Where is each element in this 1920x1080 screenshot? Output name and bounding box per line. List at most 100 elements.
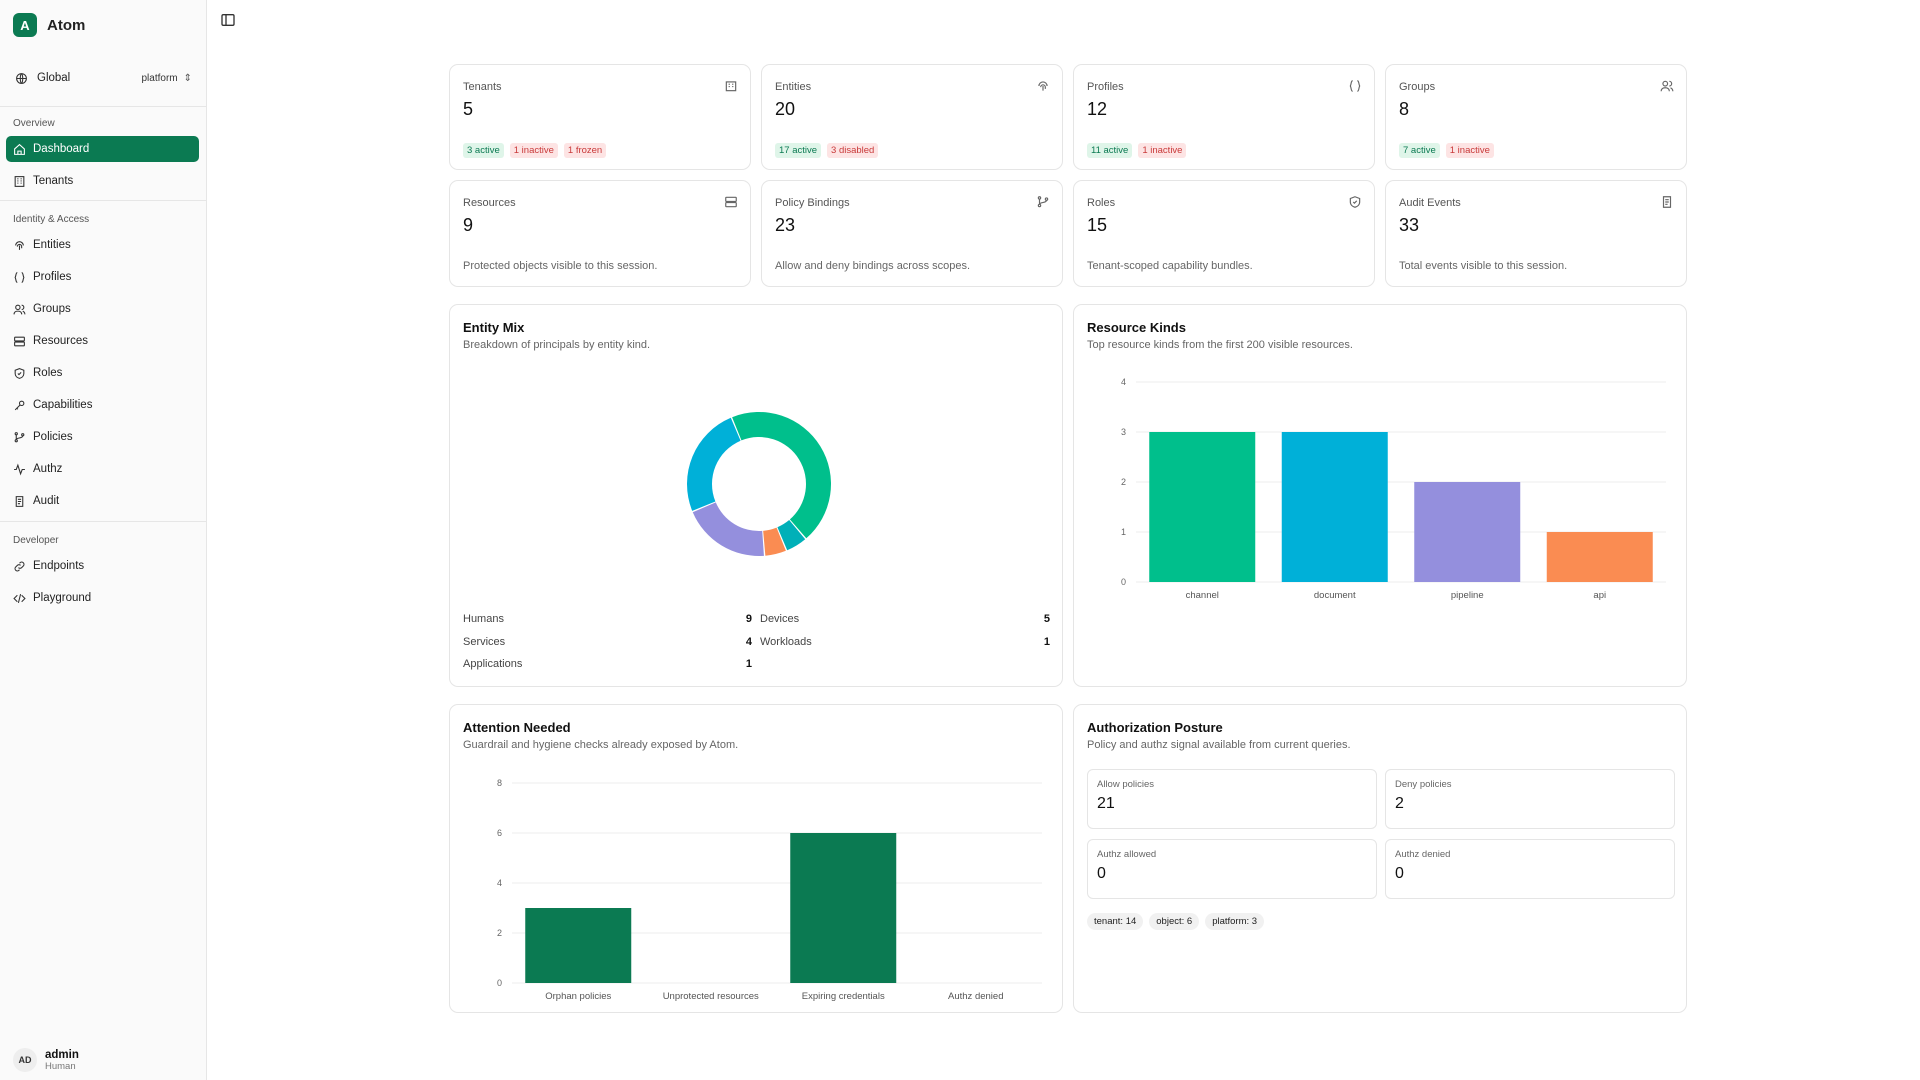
sidebar-item-endpoints[interactable]: Endpoints: [6, 553, 199, 579]
x-tick-label: document: [1314, 590, 1356, 601]
y-tick-label: 2: [497, 928, 502, 938]
app-logo: A: [13, 13, 37, 37]
status-badge: 7 active: [1399, 143, 1440, 158]
status-badge: 11 active: [1087, 143, 1133, 158]
attention-chart: 0 2 4 6 8 Orphan policies Unprotected resource…: [497, 778, 1042, 1002]
divider: [0, 200, 207, 201]
legend-label: Workloads: [760, 636, 812, 648]
stat-card-entities[interactable]: Entities 20 17 active 3 disabled: [761, 64, 1063, 170]
stat-description: Allow and deny bindings across scopes.: [775, 260, 971, 272]
sidebar-item-roles[interactable]: Roles: [6, 360, 199, 386]
stat-card-policy-bindings[interactable]: Policy Bindings 23 Allow and deny bindin…: [761, 180, 1063, 287]
sidebar-item-resources[interactable]: Resources: [6, 328, 199, 354]
sidebar: A Atom Global platform ⇕ Overview Dashbo…: [0, 0, 207, 1080]
sidebar-item-policies[interactable]: Policies: [6, 424, 199, 450]
legend-value: 1: [1043, 636, 1050, 648]
scope-switcher[interactable]: Global platform ⇕: [7, 64, 198, 92]
sidebar-item-label: Roles: [33, 367, 63, 379]
panel-title: Entity Mix: [463, 320, 525, 335]
chevrons-updown-icon: ⇕: [183, 72, 192, 84]
stat-value: 15: [1087, 215, 1108, 235]
resource-kinds-panel: Resource Kinds Top resource kinds from t…: [1073, 304, 1687, 687]
section-developer: Developer: [13, 535, 59, 546]
metric-value: 0: [1395, 865, 1404, 882]
fingerprint-icon: [15, 240, 24, 250]
pie-slice-devices: [687, 417, 741, 511]
users-icon: [13, 304, 26, 314]
resource-kinds-chart: 0 1 2 3 4 channel document pipeline api: [1121, 377, 1666, 601]
metric-value: 2: [1395, 795, 1404, 812]
divider: [0, 521, 207, 522]
app-name: Atom: [47, 16, 86, 34]
sidebar-item-label: Tenants: [33, 175, 74, 187]
panel-title: Attention Needed: [463, 720, 571, 735]
brand[interactable]: A Atom: [13, 13, 85, 37]
attention-panel: Attention Needed Guardrail and hygiene c…: [449, 704, 1063, 1013]
stat-label: Resources: [463, 197, 516, 209]
stat-card-groups[interactable]: Groups 8 7 active 1 inactive: [1385, 64, 1687, 170]
link-icon: [14, 561, 25, 571]
code-icon: [13, 593, 26, 603]
y-tick-label: 0: [497, 978, 502, 988]
stat-card-profiles[interactable]: Profiles 12 11 active 1 inactive: [1073, 64, 1375, 170]
sidebar-item-dashboard[interactable]: Dashboard: [6, 136, 199, 162]
x-tick-label: api: [1593, 590, 1606, 601]
globe-icon: [13, 72, 29, 85]
sidebar-item-profiles[interactable]: Profiles: [6, 264, 199, 290]
legend-value: 9: [745, 613, 752, 625]
y-tick-label: 3: [1121, 427, 1126, 437]
sidebar-item-label: Resources: [33, 335, 88, 347]
avatar: AD: [13, 1048, 37, 1072]
stat-card-audit-events[interactable]: Audit Events 33 Total events visible to …: [1385, 180, 1687, 287]
x-tick-label: Orphan policies: [545, 991, 611, 1002]
sidebar-toggle-icon[interactable]: [220, 12, 236, 28]
scroll-icon: [15, 495, 24, 507]
sidebar-item-tenants[interactable]: Tenants: [6, 168, 199, 194]
bar-document: [1281, 432, 1388, 582]
sidebar-item-entities[interactable]: Entities: [6, 232, 199, 258]
git-branch-icon: [14, 431, 25, 442]
panel-subtitle: Policy and authz signal available from c…: [1087, 739, 1351, 751]
building-icon: [14, 175, 25, 187]
scroll-icon: [1662, 196, 1672, 208]
stat-card-resources[interactable]: Resources 9 Protected objects visible to…: [449, 180, 751, 287]
x-tick-label: Expiring credentials: [802, 991, 885, 1002]
status-badge: 1 frozen: [563, 143, 607, 158]
fingerprint-icon: [1038, 81, 1048, 91]
y-tick-label: 1: [1121, 527, 1126, 537]
stat-value: 20: [775, 99, 796, 119]
shield-icon: [14, 367, 25, 379]
sidebar-item-label: Playground: [33, 592, 92, 604]
panel-subtitle: Guardrail and hygiene checks already exp…: [463, 739, 739, 751]
user-role: Human: [45, 1060, 76, 1072]
legend-label: Humans: [463, 613, 504, 625]
x-tick-label: Authz denied: [948, 991, 1003, 1002]
metric-allow-policies: Allow policies 21: [1087, 769, 1377, 829]
x-tick-label: channel: [1186, 590, 1219, 601]
bar-pipeline: [1414, 482, 1521, 582]
user-menu[interactable]: AD admin Human: [13, 1048, 79, 1072]
sidebar-item-audit[interactable]: Audit: [6, 488, 199, 514]
stat-card-roles[interactable]: Roles 15 Tenant-scoped capability bundle…: [1073, 180, 1375, 287]
stat-label: Groups: [1399, 81, 1436, 93]
pie-slice-applications: [777, 520, 806, 551]
sidebar-item-groups[interactable]: Groups: [6, 296, 199, 322]
sidebar-item-authz[interactable]: Authz: [6, 456, 199, 482]
metric-label: Deny policies: [1395, 779, 1452, 790]
legend-label: Applications: [463, 658, 523, 670]
stat-card-tenants[interactable]: Tenants 5 3 active 1 inactive 1 frozen: [449, 64, 751, 170]
braces-icon: [14, 271, 25, 283]
panel-title: Authorization Posture: [1087, 720, 1223, 735]
metric-label: Allow policies: [1097, 779, 1155, 790]
pie-slice-workloads: [763, 527, 786, 556]
metric-deny-policies: Deny policies 2: [1385, 769, 1675, 829]
building-icon: [725, 81, 737, 92]
sidebar-item-playground[interactable]: Playground: [6, 585, 199, 611]
activity-icon: [14, 462, 25, 476]
git-branch-icon: [1037, 196, 1049, 208]
panel-subtitle: Breakdown of principals by entity kind.: [463, 339, 651, 351]
x-tick-label: Unprotected resources: [663, 991, 759, 1002]
sidebar-item-capabilities[interactable]: Capabilities: [6, 392, 199, 418]
y-tick-label: 4: [1121, 377, 1126, 387]
y-tick-label: 4: [497, 878, 502, 888]
